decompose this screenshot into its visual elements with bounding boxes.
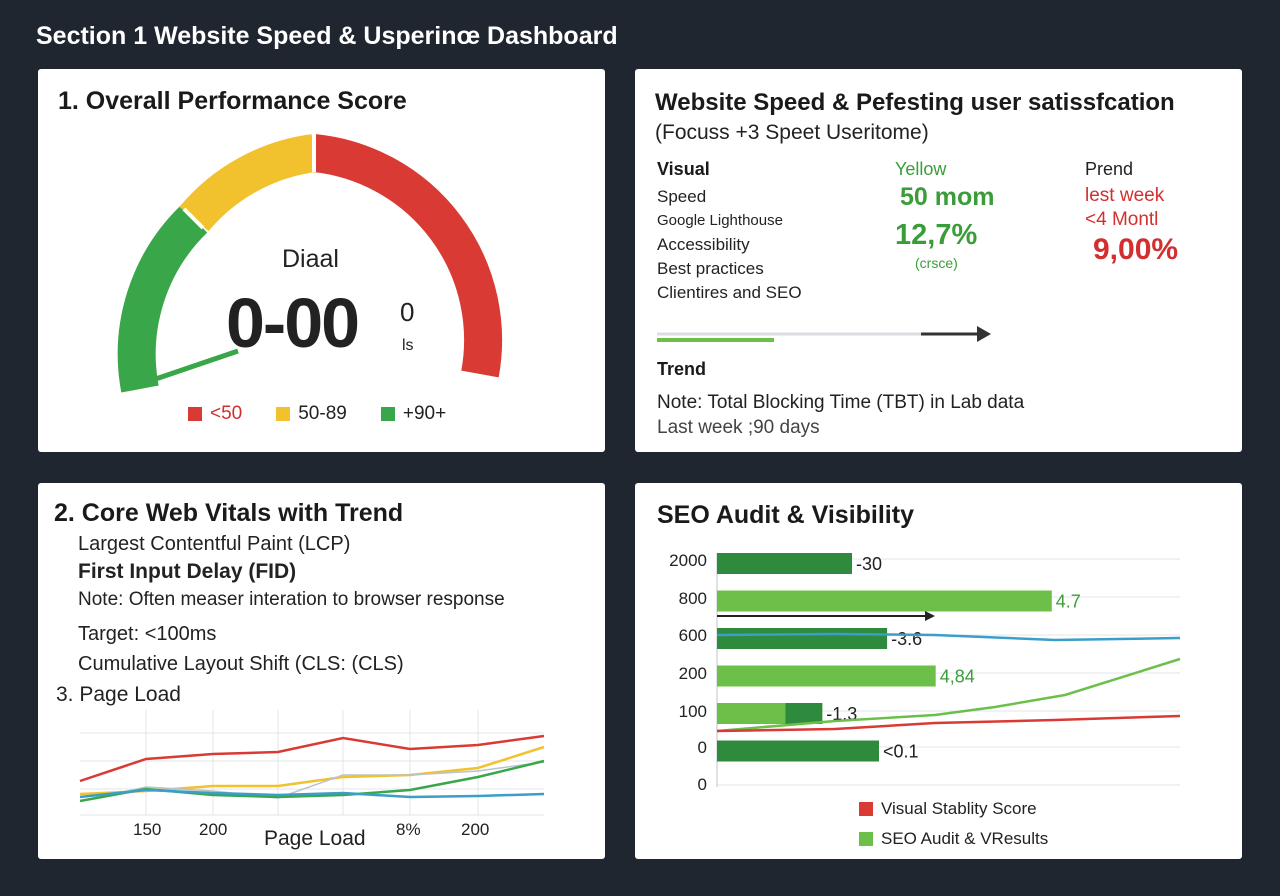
series-red-line bbox=[716, 714, 1181, 733]
vital-line-note: Note: Often measer interation to browser… bbox=[78, 589, 505, 610]
seo-bar-segment bbox=[785, 703, 823, 724]
prend-value: 9,00% bbox=[1093, 233, 1179, 266]
x-tick: 8% bbox=[396, 820, 421, 839]
yellow-header: Yellow bbox=[895, 159, 947, 179]
legend-label-average: 50-89 bbox=[298, 403, 347, 424]
speed-card-title: Website Speed & Pefesting user satissfca… bbox=[655, 89, 1175, 116]
performance-score-card: 1. Overall Performance Score Diaal 0-00 … bbox=[38, 69, 605, 452]
seo-bar bbox=[717, 665, 936, 687]
seo-card-title: SEO Audit & Visibility bbox=[657, 501, 914, 529]
seo-bar-label: -3.6 bbox=[891, 629, 922, 649]
series-gray-line bbox=[79, 761, 545, 802]
x-tick: 200 bbox=[461, 820, 490, 839]
y-tick: 800 bbox=[678, 589, 707, 608]
metric-list: Speed Google Lighthouse Accessibility Be… bbox=[657, 185, 802, 305]
core-web-vitals-card: 2. Core Web Vitals with Trend Largest Co… bbox=[38, 483, 605, 859]
legend-label-poor: <50 bbox=[210, 403, 243, 424]
y-tick: 0 bbox=[697, 738, 707, 757]
metric-item: Google Lighthouse bbox=[657, 212, 783, 229]
prend-header: Prend bbox=[1085, 159, 1134, 179]
legend-swatch-green bbox=[859, 832, 873, 846]
metric-item: Accessibility bbox=[657, 235, 750, 254]
y-tick: 100 bbox=[678, 702, 707, 721]
page-load-chart bbox=[79, 710, 545, 816]
legend-swatch-red bbox=[188, 407, 202, 421]
seo-bar-label: -30 bbox=[856, 554, 882, 574]
seo-bar bbox=[717, 553, 852, 574]
speed-progress-track bbox=[657, 326, 991, 342]
seo-bar-label: <0.1 bbox=[883, 742, 919, 762]
trend-label: Trend bbox=[657, 359, 707, 379]
gauge-value: 0-00 bbox=[226, 284, 360, 362]
speed-card-subtitle: (Focuss +3 Speet Useritome) bbox=[655, 121, 929, 144]
gauge-legend: <50 50-89 +90+ bbox=[188, 403, 446, 425]
y-tick: 600 bbox=[678, 626, 707, 645]
prend-last-week: lest week bbox=[1085, 185, 1165, 206]
arrow-right-icon bbox=[977, 326, 991, 342]
series-green-line bbox=[716, 657, 1181, 733]
seo-bar bbox=[717, 590, 1052, 612]
gauge-suffix: 0 bbox=[400, 297, 415, 327]
seo-legend-item-red: Visual Stablity Score bbox=[859, 799, 1037, 819]
x-tick: 150 bbox=[133, 820, 162, 839]
metric-item: Best practices bbox=[657, 259, 764, 278]
vital-line-fid: First Input Delay (FID) bbox=[78, 560, 297, 583]
legend-swatch-yellow bbox=[276, 407, 291, 421]
y-tick: 0 bbox=[697, 775, 707, 794]
y-tick: 200 bbox=[678, 664, 707, 683]
yellow-value-primary: 50 mom bbox=[900, 183, 995, 211]
arrow-right-icon bbox=[925, 611, 935, 621]
vital-line-cls: Cumulative Layout Shift (CLS: (CLS) bbox=[78, 653, 404, 675]
metric-item: Speed bbox=[657, 187, 707, 206]
series-blue-line bbox=[716, 632, 1181, 642]
seo-audit-card: SEO Audit & Visibility 2000 800 600 200 … bbox=[635, 483, 1242, 859]
performance-card-title: 1. Overall Performance Score bbox=[58, 87, 407, 115]
legend-label: SEO Audit & VResults bbox=[881, 829, 1049, 848]
legend-label-good: +90+ bbox=[402, 403, 447, 424]
legend-swatch-red bbox=[859, 802, 873, 816]
page-title: Section 1 Website Speed & Usperinœ Dashb… bbox=[36, 22, 618, 50]
gauge-label: Diaal bbox=[282, 245, 339, 273]
legend-swatch-green bbox=[380, 407, 395, 421]
visual-header: Visual bbox=[657, 159, 710, 179]
seo-bar-label: 4,84 bbox=[940, 667, 975, 687]
gauge-green-segment bbox=[117, 205, 208, 393]
performance-gauge bbox=[117, 133, 503, 393]
page-load-title: 3. Page Load bbox=[56, 683, 181, 706]
x-axis-label: Page Load bbox=[264, 827, 366, 850]
series-red-line bbox=[79, 734, 545, 783]
speed-progress-fill bbox=[657, 338, 774, 342]
metric-item: Clientires and SEO bbox=[657, 283, 802, 302]
vital-line-lcp: Largest Contentful Paint (LCP) bbox=[78, 533, 351, 555]
yellow-note: (crsсе) bbox=[915, 255, 958, 271]
y-tick: 2000 bbox=[669, 551, 707, 570]
x-tick: 200 bbox=[199, 820, 228, 839]
seo-bar-label: 4.7 bbox=[1056, 592, 1081, 612]
prend-month: <4 Montl bbox=[1085, 209, 1159, 230]
vital-line-target: Target: <100ms bbox=[78, 623, 217, 645]
period-note: Last week ;90 days bbox=[657, 417, 820, 438]
gauge-red-segment bbox=[311, 134, 503, 378]
legend-label: Visual Stablity Score bbox=[881, 799, 1037, 818]
gauge-yellow-segment bbox=[179, 134, 317, 232]
yellow-value-percent: 12,7% bbox=[895, 219, 978, 251]
seo-legend-item-green: SEO Audit & VResults bbox=[859, 829, 1048, 849]
seo-bar bbox=[717, 740, 879, 762]
tbt-note: Note: Total Blocking Time (TBT) in Lab d… bbox=[657, 392, 1025, 413]
series-blue-line bbox=[79, 788, 545, 799]
gauge-needle bbox=[137, 348, 239, 388]
gauge-unit: ls bbox=[402, 337, 414, 354]
speed-satisfaction-card: Website Speed & Pefesting user satissfca… bbox=[635, 69, 1242, 452]
seo-bar-chart: -304.7-3.64,84-1.3<0.1 bbox=[716, 553, 1181, 787]
seo-bar bbox=[717, 628, 888, 649]
vitals-card-title: 2. Core Web Vitals with Trend bbox=[54, 499, 404, 527]
